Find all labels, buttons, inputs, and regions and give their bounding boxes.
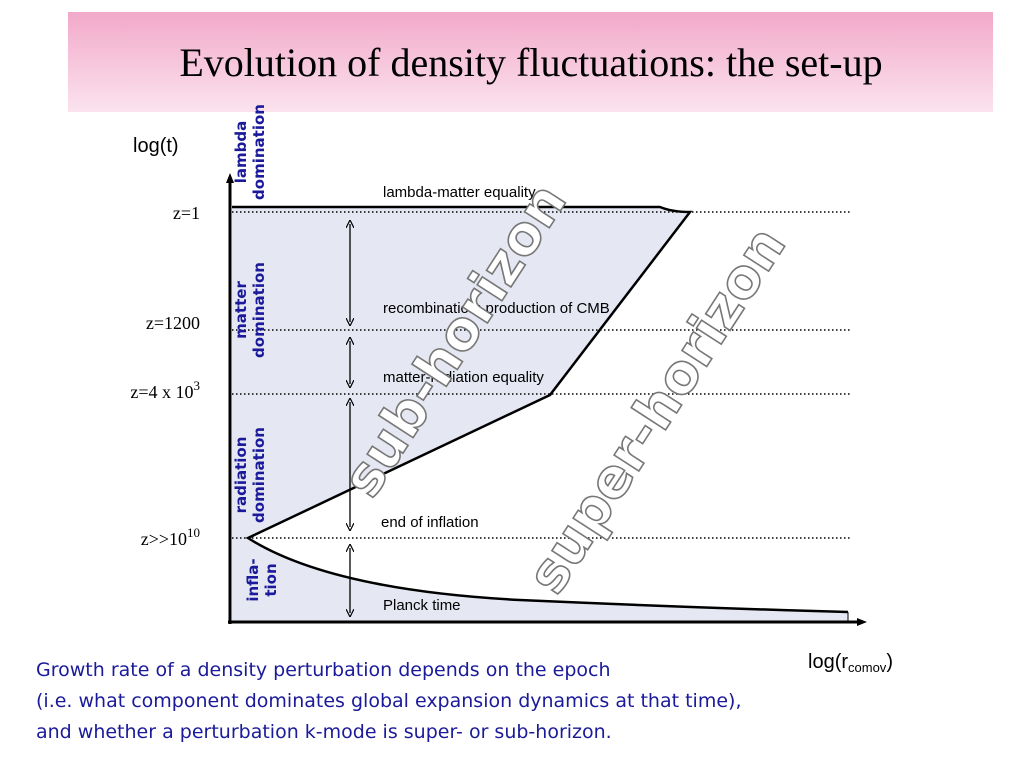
epoch-label-line: radiation	[232, 437, 250, 514]
redshift-base: z=4 x 10	[130, 382, 193, 402]
redshift-label: z=4 x 103	[130, 378, 200, 402]
title-band	[68, 12, 993, 112]
caption-line: (i.e. what component dominates global ex…	[36, 690, 742, 712]
event-label: end of inflation	[381, 514, 479, 531]
epoch-label-line: domination	[250, 427, 268, 523]
x-axis-label-end: )	[886, 651, 893, 673]
epoch-label-line: matter	[232, 281, 250, 339]
x-axis-label: log(rcomov)	[808, 651, 893, 675]
redshift-label: z=1	[173, 203, 200, 223]
y-axis-label: log(t)	[133, 135, 179, 157]
x-axis-label-sub: comov	[848, 660, 887, 675]
redshift-base: z=1200	[146, 313, 200, 333]
redshift-sup: 3	[194, 378, 201, 393]
epoch-label: lambdadomination	[232, 104, 268, 200]
redshift-base: z=1	[173, 203, 200, 223]
shaded-region	[232, 207, 848, 622]
epoch-label-line: domination	[250, 262, 268, 358]
event-label: recombination; production of CMB	[383, 300, 610, 317]
event-label: matter-radiation equality	[383, 369, 544, 386]
event-label: lambda-matter equality	[383, 184, 536, 201]
redshift-label: z>>1010	[141, 525, 200, 549]
epoch-label: infla-tion	[244, 558, 280, 601]
redshift-base: z>>10	[141, 529, 187, 549]
redshift-label: z=1200	[146, 313, 200, 333]
slide-title: Evolution of density fluctuations: the s…	[179, 40, 882, 85]
epoch-label: radiationdomination	[232, 427, 268, 523]
epoch-label-line: lambda	[232, 121, 250, 184]
epoch-label-line: tion	[262, 563, 280, 596]
redshift-sup: 10	[187, 525, 200, 540]
epoch-label: matterdomination	[232, 262, 268, 358]
caption-line: and whether a perturbation k-mode is sup…	[36, 721, 612, 743]
event-label: Planck time	[383, 597, 461, 614]
caption-line: Growth rate of a density perturbation de…	[36, 659, 611, 681]
epoch-label-line: infla-	[244, 558, 262, 601]
epoch-label-line: domination	[250, 104, 268, 200]
x-axis-label-base: log(r	[808, 651, 848, 673]
